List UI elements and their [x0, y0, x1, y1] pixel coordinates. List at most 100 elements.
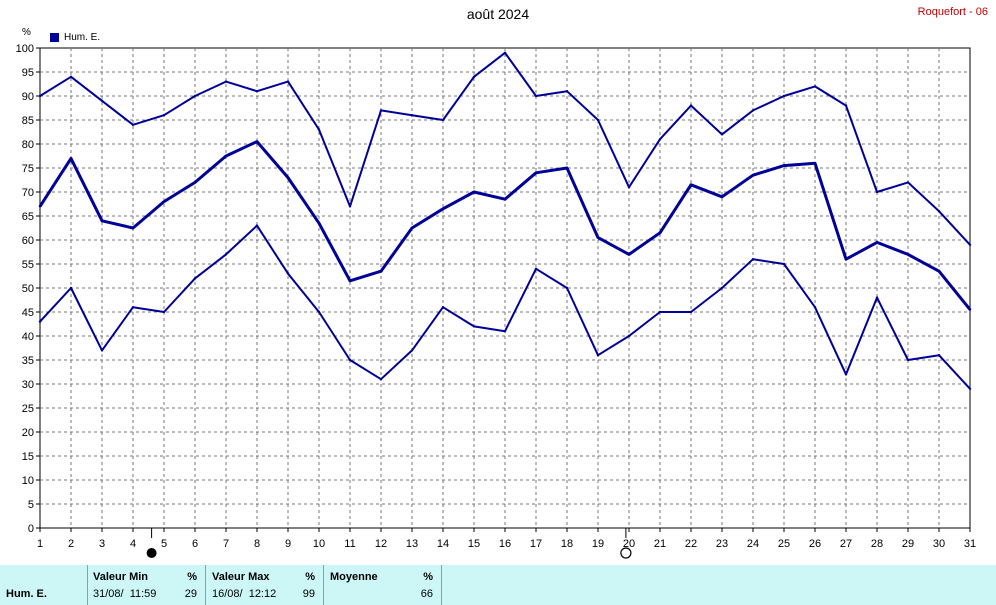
data-point-mean — [720, 195, 724, 198]
data-point-min — [596, 354, 600, 357]
data-point-min — [782, 262, 786, 266]
y-tick-label: 10 — [22, 475, 34, 487]
x-tick-label: 27 — [840, 538, 852, 550]
data-point-max — [193, 94, 197, 98]
summary-panel: Hum. E. Valeur Min % 31/08/ 11:59 29 Val… — [0, 565, 996, 605]
summary-row-label: Hum. E. — [6, 588, 47, 600]
data-point-min — [844, 373, 848, 376]
data-point-mean — [968, 308, 972, 311]
x-tick-label: 14 — [437, 538, 449, 550]
data-point-min — [875, 296, 879, 299]
max-value: 99 — [302, 588, 315, 600]
x-tick-label: 6 — [192, 538, 198, 550]
data-point-mean — [813, 162, 817, 165]
y-axis-unit: % — [22, 27, 31, 38]
x-tick-label: 21 — [654, 538, 666, 550]
data-point-max — [596, 118, 600, 122]
x-tick-label: 25 — [778, 538, 790, 550]
data-point-max — [503, 51, 507, 54]
data-point-min — [658, 310, 662, 314]
data-point-max — [348, 205, 352, 208]
y-tick-label: 40 — [22, 331, 34, 343]
full-moon-icon — [620, 547, 632, 559]
x-tick-label: 3 — [99, 538, 105, 550]
data-point-mean — [317, 222, 321, 225]
data-point-min — [720, 286, 724, 290]
data-point-max — [875, 190, 879, 194]
summary-avg-cell: Moyenne % 66 — [324, 565, 442, 605]
data-point-max — [658, 138, 662, 141]
data-point-mean — [844, 258, 848, 261]
data-point-min — [968, 387, 972, 390]
data-point-min — [255, 224, 259, 227]
data-point-min — [38, 320, 42, 323]
data-point-mean — [69, 157, 73, 160]
x-tick-label: 15 — [468, 538, 480, 550]
data-point-min — [689, 310, 693, 314]
x-tick-label: 2 — [68, 538, 74, 550]
y-tick-label: 15 — [22, 451, 34, 463]
x-tick-label: 22 — [685, 538, 697, 550]
x-tick-label: 5 — [161, 538, 167, 550]
data-point-mean — [875, 241, 879, 244]
data-point-min — [131, 306, 135, 309]
x-tick-label: 1 — [37, 538, 43, 550]
y-tick-label: 45 — [22, 307, 34, 319]
data-point-mean — [131, 226, 135, 230]
x-tick-label: 13 — [406, 538, 418, 550]
data-point-mean — [472, 190, 476, 194]
data-point-min — [162, 310, 166, 314]
data-point-mean — [751, 174, 755, 177]
data-point-max — [441, 118, 445, 122]
data-point-mean — [906, 253, 910, 256]
y-tick-label: 0 — [28, 523, 34, 535]
min-unit: % — [187, 571, 197, 583]
data-point-max — [937, 210, 941, 213]
x-tick-label: 18 — [561, 538, 573, 550]
data-point-min — [286, 272, 290, 275]
data-point-min — [472, 325, 476, 328]
data-point-min — [813, 306, 817, 309]
data-point-min — [193, 277, 197, 280]
data-point-max — [100, 99, 104, 103]
data-point-max — [162, 114, 166, 117]
new-moon-icon — [146, 548, 157, 558]
y-tick-label: 5 — [28, 499, 34, 511]
data-point-max — [472, 75, 476, 79]
summary-max-cell: Valeur Max % 16/08/ 12:12 99 — [206, 565, 324, 605]
max-unit: % — [305, 571, 315, 583]
y-tick-label: 65 — [22, 211, 34, 223]
x-tick-label: 17 — [530, 538, 542, 550]
y-tick-label: 30 — [22, 379, 34, 391]
data-point-min — [627, 334, 631, 338]
x-tick-label: 8 — [254, 538, 260, 550]
data-point-max — [286, 80, 290, 83]
data-point-max — [844, 104, 848, 107]
data-point-max — [255, 90, 259, 93]
min-datetime: 31/08/ 11:59 — [93, 588, 157, 600]
data-point-mean — [565, 166, 569, 170]
data-point-mean — [689, 183, 693, 186]
data-point-min — [69, 286, 73, 290]
data-point-min — [565, 286, 569, 290]
max-datetime: 16/08/ 12:12 — [212, 588, 277, 600]
data-point-min — [441, 306, 445, 309]
data-point-max — [906, 181, 910, 184]
data-point-mean — [937, 270, 941, 273]
data-point-max — [534, 94, 538, 98]
max-header: Valeur Max — [212, 571, 270, 583]
data-point-max — [410, 114, 414, 117]
data-point-mean — [193, 181, 197, 184]
data-point-max — [813, 85, 817, 88]
chart-title: août 2024 — [466, 6, 530, 22]
x-tick-label: 26 — [809, 538, 821, 550]
y-tick-label: 25 — [22, 403, 34, 415]
data-point-mean — [379, 270, 383, 273]
data-point-mean — [224, 154, 228, 158]
y-tick-label: 80 — [22, 139, 34, 151]
legend-label: Hum. E. — [64, 32, 101, 43]
data-point-min — [224, 253, 228, 256]
data-point-mean — [782, 164, 786, 167]
data-point-min — [906, 358, 910, 362]
data-point-max — [379, 109, 383, 112]
